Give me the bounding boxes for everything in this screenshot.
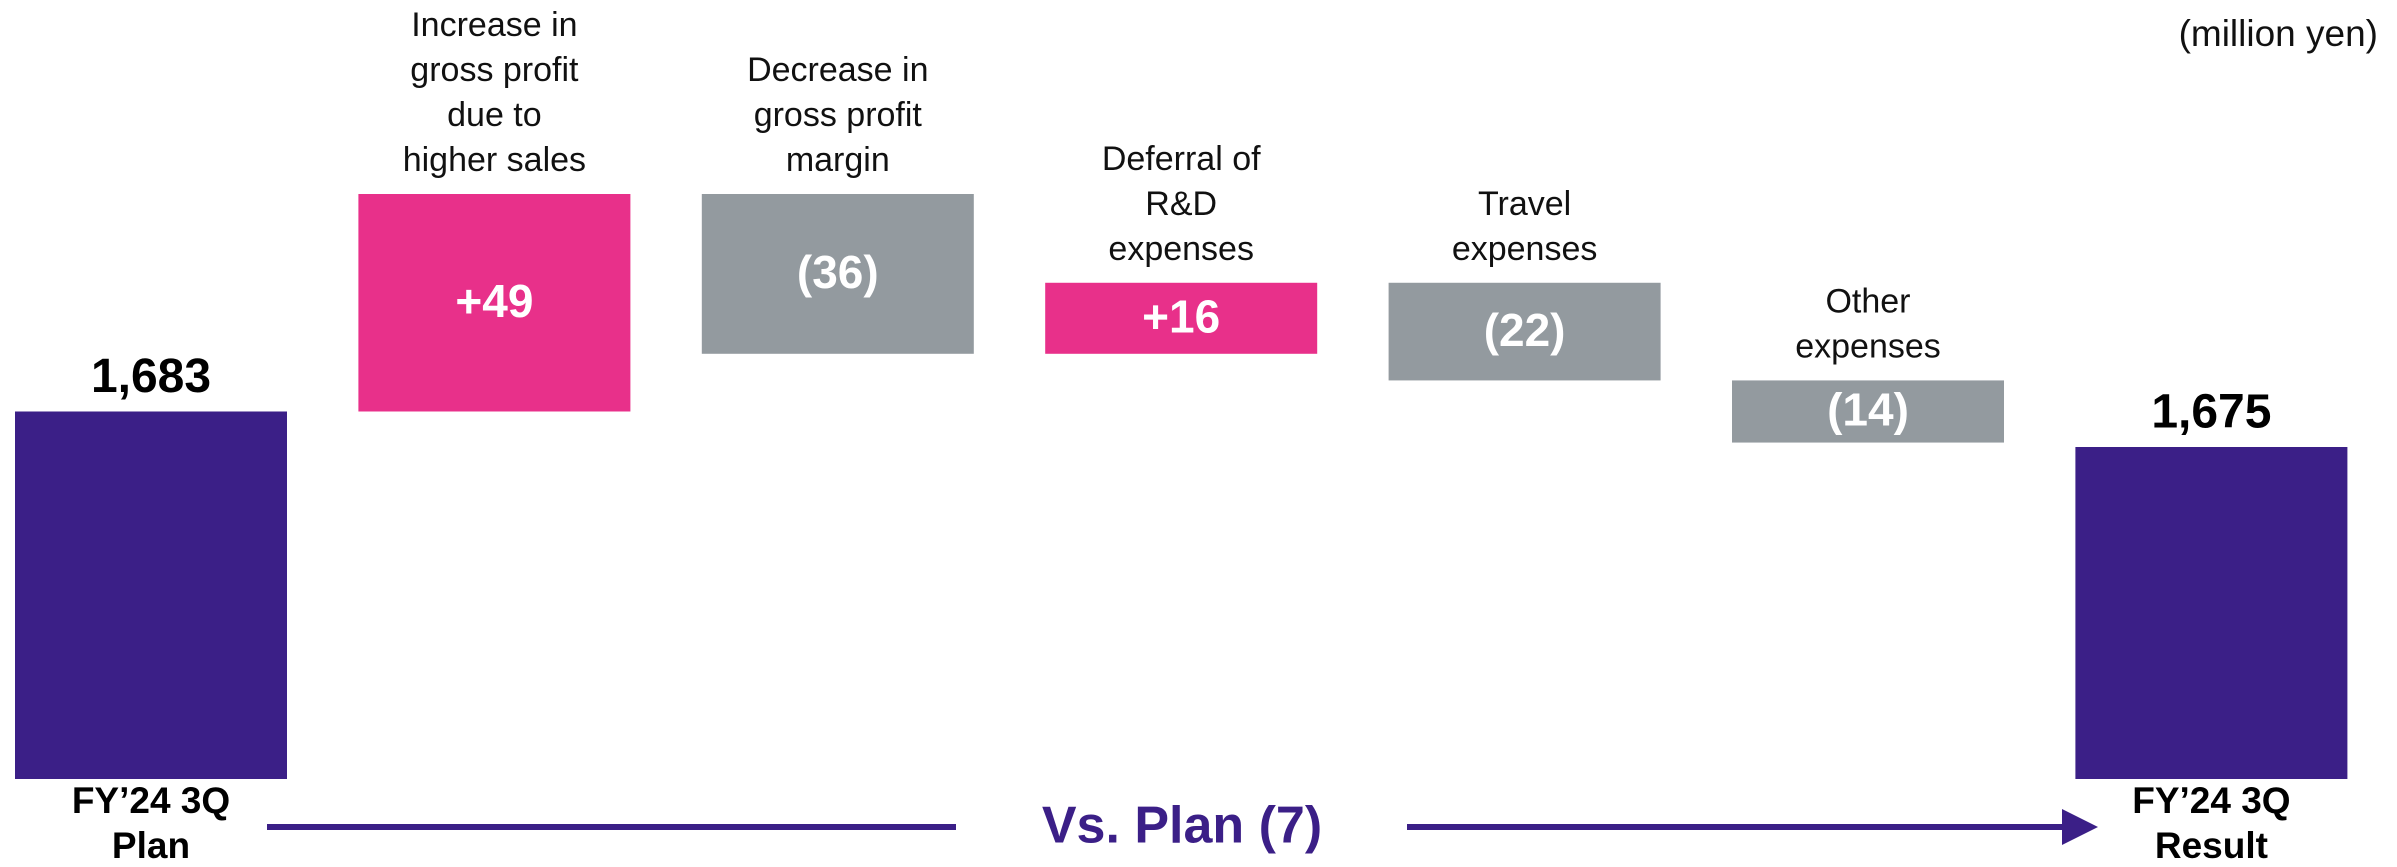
category-label: Result <box>2155 825 2268 866</box>
decrease-bar <box>1732 380 2004 443</box>
value-label: (14) <box>1827 384 1909 436</box>
total-bar <box>2075 447 2348 779</box>
category-label: expenses <box>1452 230 1598 268</box>
category-label: expenses <box>1108 230 1254 268</box>
value-label: (36) <box>797 246 879 298</box>
category-label: FY’24 3Q <box>72 780 230 821</box>
category-label: Travel <box>1478 185 1571 223</box>
footer-label: Vs. Plan (7) <box>1042 797 1322 855</box>
category-label: FY’24 3Q <box>2132 780 2290 821</box>
category-label: expenses <box>1795 327 1941 365</box>
category-label: Plan <box>112 825 190 866</box>
category-label: Deferral of <box>1102 140 1261 178</box>
unit-label: (million yen) <box>2179 13 2378 54</box>
value-label: +16 <box>1142 290 1220 342</box>
increase-bar <box>358 194 631 412</box>
decrease-bar <box>701 194 974 354</box>
category-label: Other <box>1825 282 1910 320</box>
value-label: 1,683 <box>91 350 211 403</box>
category-label: higher sales <box>403 141 586 179</box>
category-label: gross profit <box>410 51 579 89</box>
category-label: Increase in <box>411 6 577 44</box>
value-label: +49 <box>455 275 533 327</box>
value-label: 1,675 <box>2151 386 2271 439</box>
value-label: (22) <box>1484 304 1566 356</box>
category-label: margin <box>786 141 890 179</box>
category-label: R&D <box>1145 185 1217 223</box>
total-bar <box>15 411 287 779</box>
category-label: gross profit <box>754 96 923 134</box>
increase-bar <box>1045 282 1318 354</box>
category-label: due to <box>447 96 542 134</box>
category-label: Decrease in <box>747 51 928 89</box>
decrease-bar <box>1388 282 1661 381</box>
